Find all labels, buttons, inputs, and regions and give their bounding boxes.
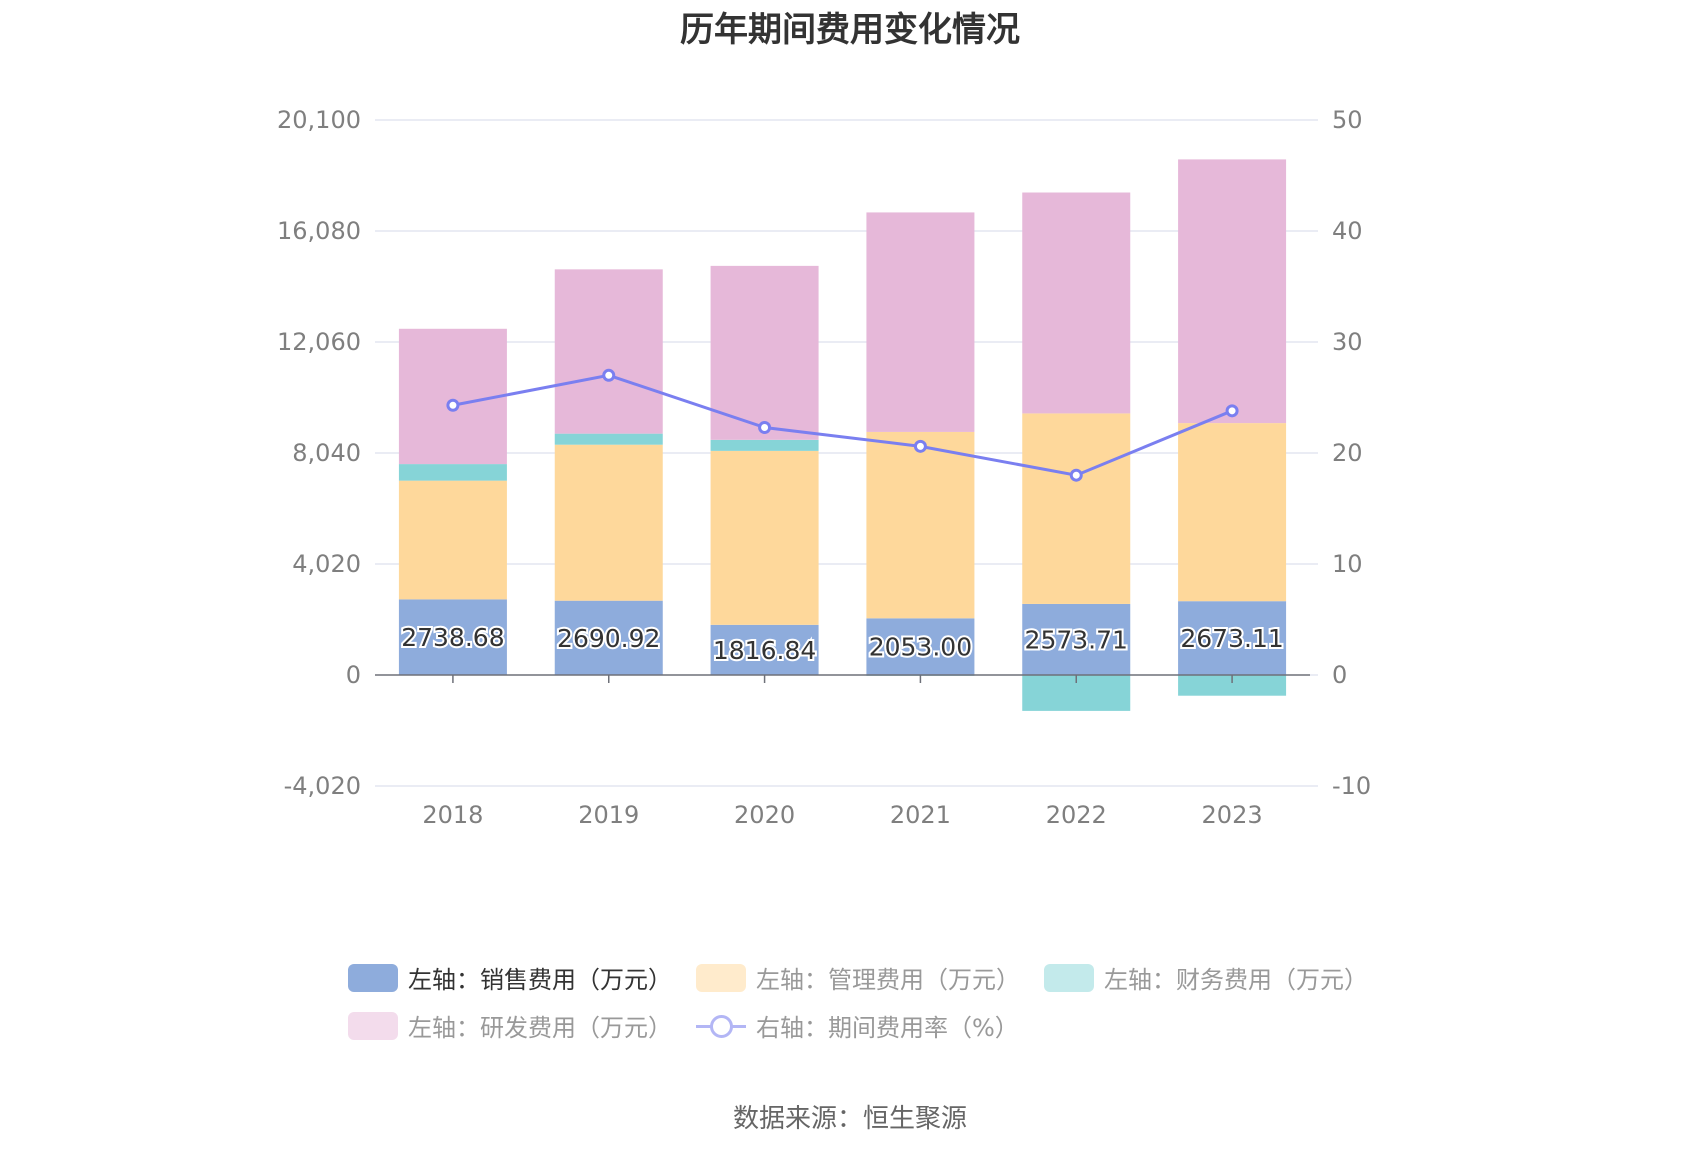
right-tick-label: 40: [1332, 217, 1363, 245]
legend-label-finance: 左轴：财务费用（万元）: [1104, 966, 1368, 994]
right-tick-label: 0: [1332, 661, 1347, 689]
sales-data-label: 2573.71: [1025, 625, 1128, 654]
left-tick-label: 16,080: [277, 217, 361, 245]
x-tick-label: 2019: [578, 801, 639, 829]
x-tick-label: 2021: [890, 801, 951, 829]
expense-rate-point: [913, 439, 927, 453]
x-tick-label: 2023: [1202, 801, 1263, 829]
expense-rate-point: [1069, 468, 1083, 482]
x-tick-label: 2020: [734, 801, 795, 829]
bar-sales: [398, 599, 507, 675]
sales-data-label: 2053.00: [869, 633, 972, 662]
legend-item-rd[interactable]: 左轴：研发费用（万元）: [348, 1008, 672, 1043]
expense-rate-point: [446, 398, 460, 412]
bar-rd: [1022, 192, 1131, 414]
legend-label-sales: 左轴：销售费用（万元）: [408, 966, 672, 994]
legend-line-icon: [696, 1012, 746, 1040]
bar-finance: [398, 464, 507, 481]
bar-admin: [554, 444, 663, 601]
legend-swatch-admin: [696, 963, 746, 992]
bar-sales: [710, 624, 819, 675]
legend-swatch-finance: [1044, 963, 1094, 992]
chart-title: 历年期间费用变化情况: [680, 10, 1020, 50]
bar-sales: [1178, 601, 1287, 675]
x-tick-label: 2022: [1046, 801, 1107, 829]
expense-rate-point: [1225, 404, 1239, 418]
legend-label-admin: 左轴：管理费用（万元）: [756, 966, 1020, 994]
bar-rd: [710, 265, 819, 440]
sales-data-label: 2738.68: [401, 623, 504, 652]
expense-rate-point: [758, 420, 772, 434]
legend-item-finance[interactable]: 左轴：财务费用（万元）: [1044, 960, 1368, 995]
bar-sales: [1022, 603, 1131, 675]
left-tick-label: 20,100: [277, 106, 361, 134]
right-tick-label: -10: [1332, 772, 1371, 800]
data-source: 数据来源：恒生聚源: [732, 1104, 967, 1134]
x-tick-label: 2018: [422, 801, 483, 829]
right-tick-label: 30: [1332, 328, 1363, 356]
right-tick-label: 20: [1332, 439, 1363, 467]
legend-swatch-rd: [348, 1011, 398, 1040]
legend-label-rd: 左轴：研发费用（万元）: [408, 1014, 672, 1042]
right-tick-label: 50: [1332, 106, 1363, 134]
bar-admin: [866, 431, 975, 619]
bar-sales: [554, 600, 663, 675]
left-tick-label: 8,040: [292, 439, 361, 467]
expense-rate-point: [602, 368, 616, 382]
sales-data-label: 2690.92: [557, 624, 660, 653]
sales-data-label: 2673.11: [1180, 624, 1283, 653]
left-tick-label: 4,020: [292, 550, 361, 578]
expense-rate-line: [452, 373, 1233, 477]
sales-data-label: 1816.84: [713, 636, 816, 665]
left-tick-label: -4,020: [284, 772, 361, 800]
legend-item-sales[interactable]: 左轴：销售费用（万元）: [348, 960, 672, 995]
left-tick-label: 0: [346, 661, 361, 689]
legend-item-expense-rate[interactable]: 右轴：期间费用率（%）: [696, 1008, 1019, 1043]
legend-label-expense-rate: 右轴：期间费用率（%）: [756, 1014, 1019, 1042]
bar-rd: [866, 212, 975, 432]
legend-item-admin[interactable]: 左轴：管理费用（万元）: [696, 960, 1020, 995]
bar-rd: [1178, 159, 1287, 424]
bar-admin: [1022, 413, 1131, 604]
bar-admin: [398, 480, 507, 600]
bar-finance: [710, 439, 819, 451]
bar-admin: [710, 450, 819, 625]
legend-swatch-sales: [348, 963, 398, 992]
bar-finance: [554, 433, 663, 445]
bar-finance: [1178, 675, 1287, 696]
bar-admin: [1178, 423, 1287, 602]
bar-rd: [398, 328, 507, 465]
left-tick-label: 12,060: [277, 328, 361, 356]
bar-sales: [866, 618, 975, 675]
bar-rd: [554, 269, 663, 434]
right-tick-label: 10: [1332, 550, 1363, 578]
